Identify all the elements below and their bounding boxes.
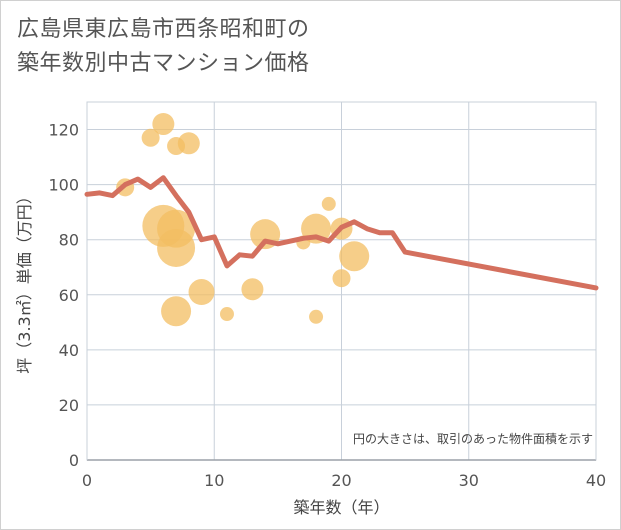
line-series (84, 175, 599, 291)
bubble-point-19 (339, 241, 370, 272)
bubble-point-4 (177, 132, 200, 155)
chart-title-line2: 築年数別中古マンション価格 (17, 51, 310, 76)
y-tick-label-0: 0 (69, 451, 79, 470)
y-tick-label-5: 100 (48, 176, 79, 195)
y-tick-labels: 0 20 40 60 80 100 120 (48, 121, 79, 470)
bubble-point-7 (157, 228, 196, 267)
x-tick-label-0: 0 (82, 471, 92, 490)
bubble-point-10 (219, 307, 234, 322)
axes (86, 101, 597, 461)
x-tick-labels: 0 10 20 30 40 (82, 471, 606, 490)
plot-border (86, 101, 597, 461)
bubble-point-8 (161, 296, 192, 327)
x-tick-label-3: 30 (459, 471, 479, 490)
bubble-point-15 (309, 309, 324, 324)
chart-title: 広島県東広島市西条昭和町の 築年数別中古マンション価格 (17, 13, 310, 81)
bubble-point-1 (141, 128, 160, 147)
bubble-point-9 (188, 279, 215, 306)
bubble-point-11 (241, 278, 264, 301)
x-tick-label-2: 20 (331, 471, 351, 490)
y-tick-label-3: 60 (59, 286, 79, 305)
y-tick-label-1: 20 (59, 396, 79, 415)
y-axis-label: 坪（3.3㎡）単価（万円） (15, 188, 34, 373)
y-tick-label-6: 120 (48, 121, 79, 140)
y-tick-label-2: 40 (59, 341, 79, 360)
average-price-line (84, 175, 599, 291)
bubble-point-16 (321, 196, 336, 211)
bubble-size-note: 円の大きさは、取引のあった物件面積を示す (353, 431, 593, 446)
chart-title-line1: 広島県東広島市西条昭和町の (17, 17, 310, 42)
bubble-point-2 (152, 113, 175, 136)
y-tick-label-4: 80 (59, 231, 79, 250)
bubble-series (116, 113, 370, 327)
x-axis-label: 築年数（年） (293, 498, 389, 517)
x-tick-label-4: 40 (586, 471, 606, 490)
bubble-point-18 (332, 269, 351, 288)
x-tick-label-1: 10 (204, 471, 224, 490)
